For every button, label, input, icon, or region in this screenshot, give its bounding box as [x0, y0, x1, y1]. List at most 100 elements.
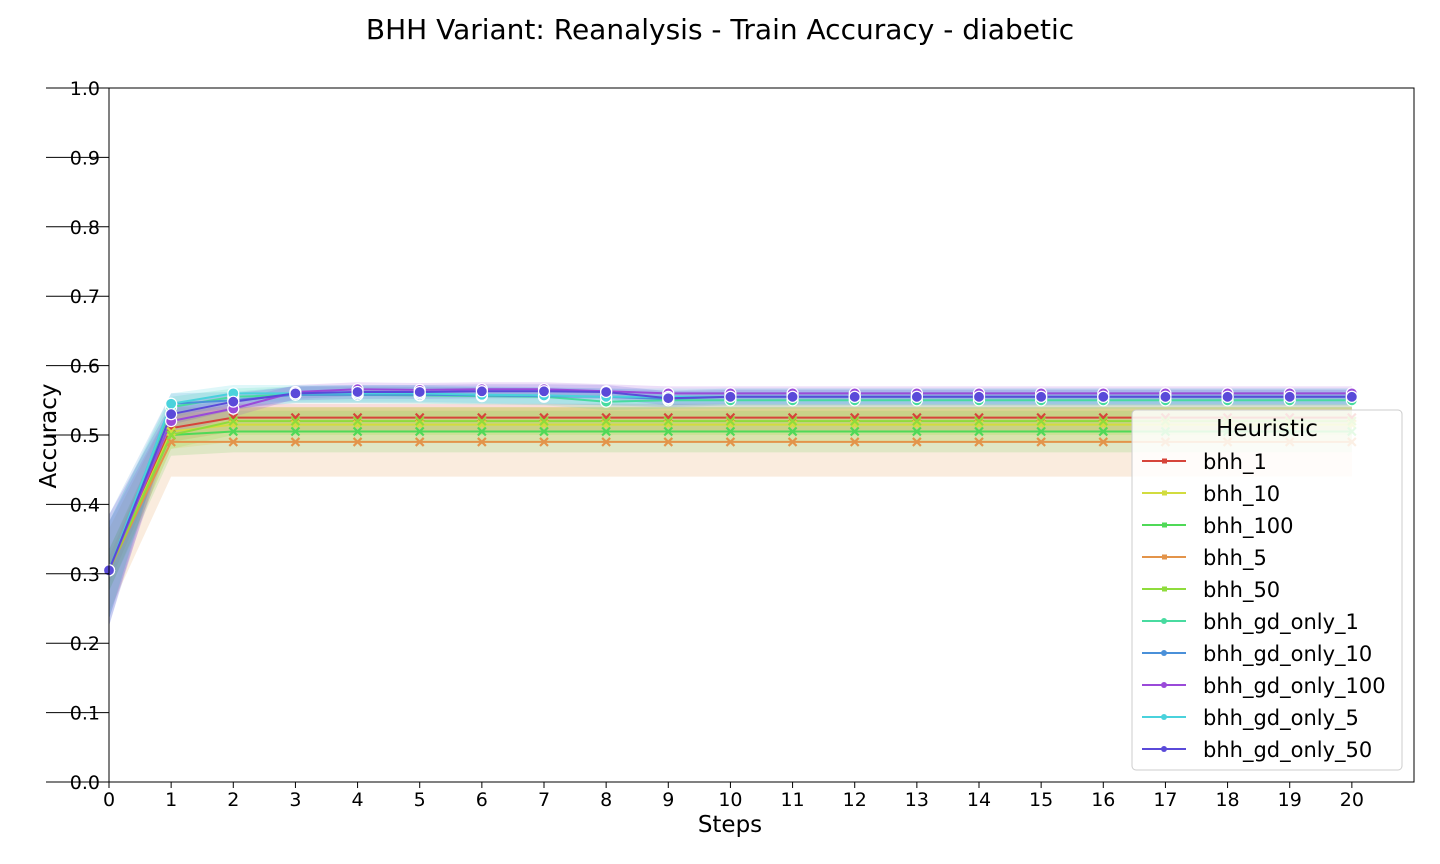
x-tick-label: 20	[1340, 789, 1364, 811]
y-tick-label: 0.1	[70, 703, 100, 725]
point-bhh_10	[166, 426, 176, 437]
point-bhh_10	[228, 419, 239, 430]
x-tick-label: 12	[843, 789, 867, 811]
point-bhh_100	[849, 426, 860, 437]
point-bhh_50	[477, 416, 487, 426]
y-tick-label: 0.8	[70, 217, 100, 239]
point-bhh_100	[414, 426, 425, 437]
point-bhh_50	[1098, 416, 1109, 426]
legend: Heuristic bhh_1 bhh_10 bhh_100 bhh_5 bhh_50b…	[1131, 409, 1403, 771]
point-bhh_10	[1036, 419, 1046, 430]
legend-label-bhh_gd_only_1: bhh_gd_only_1	[1203, 610, 1359, 635]
y-tick-label: 0.4	[70, 494, 100, 516]
point-bhh_gd_only_50	[413, 385, 426, 399]
point-bhh_50	[414, 416, 425, 426]
legend-label-bhh_gd_only_100: bhh_gd_only_100	[1203, 674, 1386, 699]
legend-label-bhh_gd_only_50: bhh_gd_only_50	[1203, 738, 1372, 763]
y-tick-label: 0.2	[70, 633, 100, 655]
point-bhh_10	[290, 419, 301, 430]
point-bhh_gd_only_5	[165, 397, 178, 410]
point-bhh_50	[663, 416, 674, 426]
point-bhh_10	[539, 419, 549, 430]
point-bhh_1	[539, 412, 549, 423]
y-tick-label: 0.0	[70, 772, 100, 794]
point-bhh_100	[477, 426, 487, 437]
x-tick-label: 0	[103, 789, 115, 811]
x-tick-label: 6	[476, 789, 488, 811]
point-bhh_1	[290, 412, 301, 423]
point-bhh_gd_only_50	[1283, 390, 1296, 403]
point-bhh_gd_only_50	[786, 390, 799, 403]
legend-marker-bhh_5	[1162, 554, 1167, 560]
chart-title: BHH Variant: Reanalysis - Train Accuracy…	[366, 13, 1074, 46]
point-bhh_5	[1036, 437, 1046, 447]
point-bhh_1	[725, 412, 736, 423]
x-tick-label: 17	[1153, 789, 1177, 811]
point-bhh_1	[1098, 412, 1109, 423]
point-bhh_10	[477, 419, 487, 430]
point-bhh_100	[974, 426, 984, 437]
point-bhh_50	[912, 416, 922, 426]
point-bhh_1	[912, 412, 922, 423]
legend-marker-bhh_1	[1162, 458, 1167, 464]
point-bhh_100	[352, 426, 363, 437]
x-tick-label: 5	[414, 789, 426, 811]
point-bhh_5	[352, 437, 363, 447]
point-bhh_100	[663, 426, 674, 437]
point-bhh_gd_only_50	[289, 387, 302, 400]
point-bhh_50	[601, 416, 611, 426]
legend-title: Heuristic	[1216, 416, 1318, 442]
point-bhh_50	[787, 416, 798, 426]
x-tick-label: 16	[1091, 789, 1115, 811]
x-tick-label: 7	[538, 789, 550, 811]
point-bhh_5	[974, 437, 984, 447]
y-tick-label: 1.0	[70, 78, 100, 100]
point-bhh_50	[725, 416, 736, 426]
point-bhh_10	[787, 419, 798, 430]
legend-marker-bhh_gd_only_50	[1161, 746, 1167, 752]
point-bhh_10	[912, 419, 922, 430]
x-tick-label: 10	[718, 789, 742, 811]
point-bhh_10	[849, 419, 860, 430]
legend-label-bhh_1: bhh_1	[1203, 450, 1267, 475]
x-tick-label: 2	[227, 789, 239, 811]
x-tick-label: 19	[1278, 789, 1302, 811]
point-bhh_10	[352, 419, 363, 430]
point-bhh_50	[1036, 416, 1046, 426]
band-bhh_5	[109, 407, 1352, 612]
point-bhh_1	[414, 412, 425, 423]
legend-marker-bhh_10	[1162, 490, 1167, 496]
point-bhh_100	[912, 426, 922, 437]
point-bhh_100	[1098, 426, 1109, 437]
legend-marker-bhh_gd_only_1	[1161, 618, 1167, 624]
legend-label-bhh_50: bhh_50	[1203, 578, 1280, 603]
legend-marker-bhh_50	[1162, 586, 1167, 592]
x-tick-label: 18	[1215, 789, 1239, 811]
legend-label-bhh_100: bhh_100	[1203, 514, 1294, 539]
point-bhh_gd_only_50	[1221, 390, 1234, 403]
point-bhh_gd_only_50	[848, 390, 861, 403]
point-bhh_1	[477, 412, 487, 423]
point-bhh_gd_only_50	[1345, 390, 1358, 403]
point-bhh_100	[725, 426, 736, 437]
legend-marker-bhh_gd_only_100	[1161, 682, 1167, 688]
legend-label-bhh_gd_only_5: bhh_gd_only_5	[1203, 706, 1359, 731]
point-bhh_5	[166, 437, 176, 447]
point-bhh_5	[414, 437, 425, 447]
y-axis-label: Accuracy	[36, 383, 62, 488]
y-tick-label: 0.5	[70, 425, 100, 447]
point-bhh_10	[663, 419, 674, 430]
point-bhh_10	[1098, 419, 1109, 430]
x-tick-label: 3	[289, 789, 301, 811]
point-bhh_gd_only_50	[662, 392, 675, 405]
x-tick-label: 8	[600, 789, 612, 811]
point-bhh_1	[787, 412, 798, 423]
point-bhh_100	[601, 426, 611, 437]
point-bhh_50	[352, 416, 363, 426]
point-bhh_5	[849, 437, 860, 447]
point-bhh_gd_only_50	[1159, 390, 1172, 403]
y-tick-label: 0.3	[70, 564, 100, 586]
legend-marker-bhh_100	[1162, 522, 1167, 528]
point-bhh_gd_only_50	[1097, 390, 1110, 403]
point-bhh_gd_only_50	[1035, 390, 1048, 403]
